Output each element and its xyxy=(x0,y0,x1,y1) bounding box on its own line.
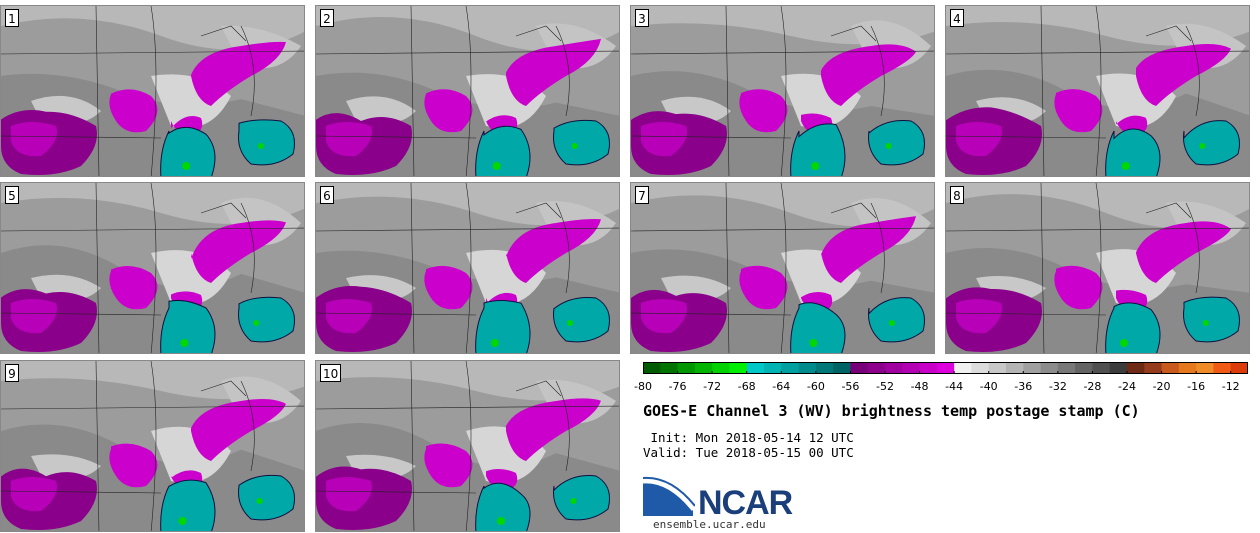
colorbar-segment xyxy=(1057,362,1076,374)
colorbar-tick-label: -72 xyxy=(703,380,722,393)
colorbar-segment xyxy=(781,362,800,374)
init-time: Init: Mon 2018-05-14 12 UTC xyxy=(643,430,854,445)
panel-6: 6 xyxy=(315,182,620,354)
colorbar-segment xyxy=(1230,362,1248,374)
colorbar-segment xyxy=(694,362,713,374)
colorbar-segment xyxy=(798,362,817,374)
wv-image xyxy=(316,361,619,531)
colorbar-tick-label: -68 xyxy=(737,380,756,393)
panel-2: 2 xyxy=(315,5,620,177)
colorbar-segment xyxy=(729,362,748,374)
wv-image xyxy=(631,6,934,176)
colorbar-segment xyxy=(1109,362,1128,374)
panel-label: 4 xyxy=(950,9,964,27)
colorbar-segment xyxy=(1092,362,1111,374)
colorbar-tick-label: -64 xyxy=(772,380,791,393)
colorbar-segment xyxy=(867,362,886,374)
colorbar-segment xyxy=(971,362,990,374)
panel-7: 7 xyxy=(630,182,935,354)
panel-8: 8 xyxy=(945,182,1250,354)
colorbar-segment xyxy=(764,362,782,374)
colorbar xyxy=(643,362,1248,374)
colorbar-segment xyxy=(885,362,903,374)
ncar-logo-text: NCAR xyxy=(698,484,793,522)
panel-label: 2 xyxy=(320,9,334,27)
colorbar-segment xyxy=(1040,362,1059,374)
panel-label: 10 xyxy=(320,364,342,382)
valid-time: Valid: Tue 2018-05-15 00 UTC xyxy=(643,445,854,460)
colorbar-tick-label: -76 xyxy=(668,380,687,393)
colorbar-tick-label: -16 xyxy=(1187,380,1206,393)
colorbar-tick-label: -32 xyxy=(1048,380,1067,393)
colorbar-segment xyxy=(902,362,921,374)
colorbar-tick-label: -28 xyxy=(1083,380,1102,393)
colorbar-segment xyxy=(1144,362,1163,374)
panel-10: 10 xyxy=(315,360,620,532)
colorbar-segment xyxy=(936,362,955,374)
colorbar-tick-label: -24 xyxy=(1118,380,1136,393)
panel-5: 5 xyxy=(0,182,305,354)
colorbar-tick-label: -80 xyxy=(634,380,652,393)
colorbar-segment xyxy=(677,362,696,374)
colorbar-segment xyxy=(919,362,938,374)
colorbar-tick-label: -12 xyxy=(1221,380,1240,393)
wv-image xyxy=(946,6,1249,176)
colorbar-tick-label: -20 xyxy=(1152,380,1171,393)
wv-image xyxy=(316,183,619,353)
panel-1: 1 xyxy=(0,5,305,177)
colorbar-segment xyxy=(1006,362,1024,374)
colorbar-segment xyxy=(815,362,834,374)
wv-image xyxy=(946,183,1249,353)
colorbar-tick-label: -48 xyxy=(910,380,929,393)
panel-4: 4 xyxy=(945,5,1250,177)
panel-label: 1 xyxy=(5,9,19,27)
panel-label: 5 xyxy=(5,186,19,204)
panel-label: 7 xyxy=(635,186,649,204)
colorbar-tick-label: -52 xyxy=(876,380,894,393)
colorbar-segment xyxy=(988,362,1007,374)
colorbar-segment xyxy=(1023,362,1042,374)
colorbar-segment xyxy=(660,362,679,374)
ncar-logo-icon xyxy=(643,476,695,516)
colorbar-tick-label: -40 xyxy=(979,380,998,393)
colorbar-segment xyxy=(712,362,730,374)
colorbar-tick-label: -44 xyxy=(945,380,964,393)
colorbar-tick-label: -36 xyxy=(1014,380,1033,393)
wv-image xyxy=(1,361,304,531)
colorbar-segment xyxy=(1178,362,1197,374)
panel-label: 3 xyxy=(635,9,649,27)
panel-3: 3 xyxy=(630,5,935,177)
site-url: ensemble.ucar.edu xyxy=(653,518,766,531)
colorbar-segment xyxy=(1213,362,1232,374)
colorbar-segment xyxy=(746,362,765,374)
panel-label: 9 xyxy=(5,364,19,382)
colorbar-segment xyxy=(1161,362,1180,374)
wv-image xyxy=(1,183,304,353)
colorbar-segment xyxy=(850,362,869,374)
panel-label: 8 xyxy=(950,186,964,204)
wv-image xyxy=(1,6,304,176)
colorbar-segment xyxy=(1196,362,1214,374)
colorbar-segment xyxy=(643,362,661,374)
colorbar-segment xyxy=(833,362,851,374)
panel-9: 9 xyxy=(0,360,305,532)
wv-image xyxy=(316,6,619,176)
colorbar-tick-label: -60 xyxy=(806,380,825,393)
colorbar-segment xyxy=(954,362,972,374)
figure-title: GOES-E Channel 3 (WV) brightness temp po… xyxy=(643,402,1140,420)
panel-label: 6 xyxy=(320,186,334,204)
colorbar-segment xyxy=(1075,362,1093,374)
wv-image xyxy=(631,183,934,353)
colorbar-tick-label: -56 xyxy=(841,380,860,393)
colorbar-segment xyxy=(1127,362,1145,374)
